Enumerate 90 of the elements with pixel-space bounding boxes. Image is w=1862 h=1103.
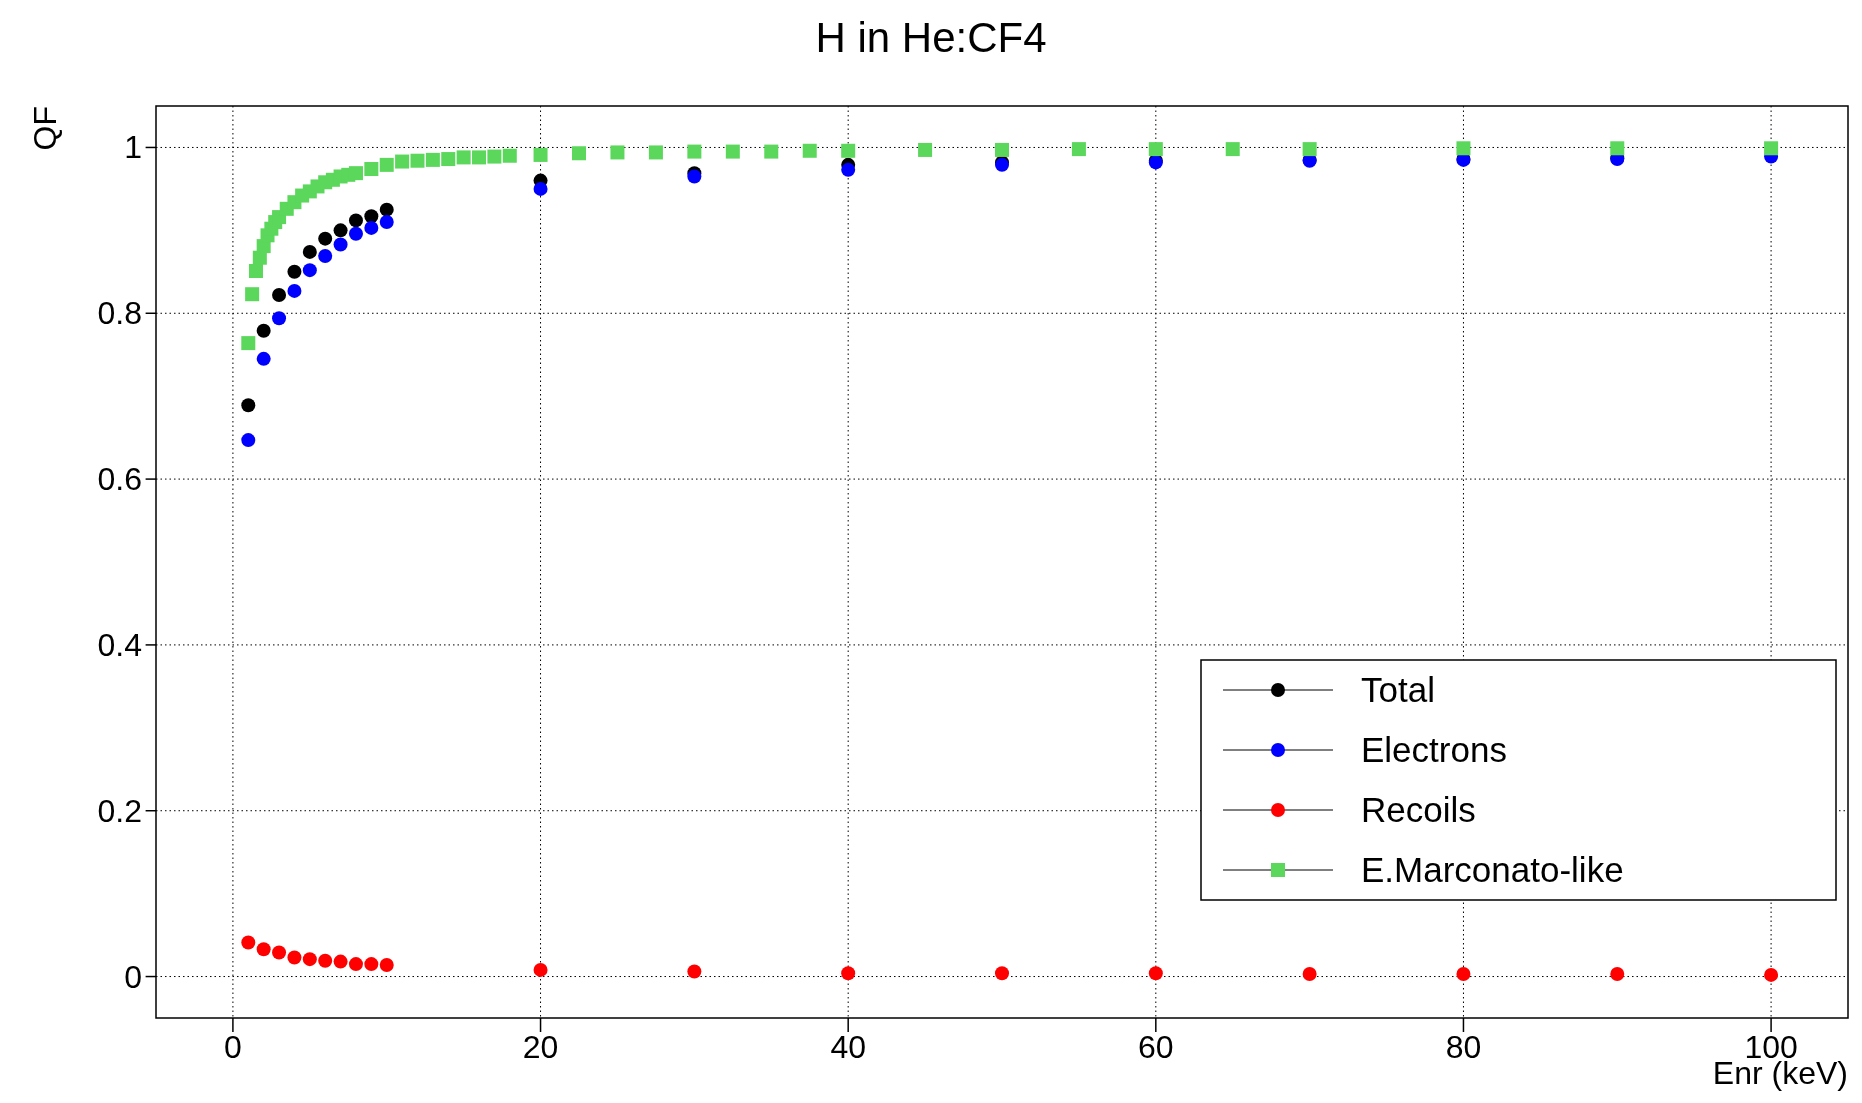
point xyxy=(502,148,517,163)
x-tick-label: 20 xyxy=(522,1029,559,1065)
point xyxy=(241,433,256,448)
point xyxy=(364,209,379,224)
x-tick-label: 0 xyxy=(224,1029,242,1065)
point xyxy=(364,957,379,972)
point xyxy=(379,215,394,230)
chart-title: H in He:CF4 xyxy=(815,14,1047,61)
point xyxy=(318,953,333,968)
point xyxy=(725,144,740,159)
point xyxy=(687,144,702,159)
point xyxy=(302,244,317,259)
point xyxy=(1302,142,1317,157)
point xyxy=(1071,142,1086,157)
x-tick-label: 40 xyxy=(830,1029,866,1065)
point xyxy=(1302,967,1317,982)
point xyxy=(441,152,456,167)
point xyxy=(364,162,379,177)
y-axis-title: QF xyxy=(27,106,63,151)
point xyxy=(379,957,394,972)
point xyxy=(287,264,302,279)
point xyxy=(318,249,333,264)
legend-label: Total xyxy=(1361,670,1435,709)
point xyxy=(272,288,287,303)
point xyxy=(687,964,702,979)
point xyxy=(348,957,363,972)
point xyxy=(364,220,379,235)
point xyxy=(648,145,663,160)
y-tick-label: 0.4 xyxy=(97,626,142,663)
point xyxy=(610,145,625,160)
point xyxy=(1764,967,1779,982)
point xyxy=(1456,141,1471,156)
point xyxy=(1225,142,1240,157)
x-tick-label: 60 xyxy=(1138,1029,1174,1065)
y-tick-label: 1 xyxy=(124,129,142,166)
y-tick-label: 0.8 xyxy=(97,295,142,332)
point xyxy=(764,144,779,159)
point xyxy=(995,966,1009,981)
point xyxy=(318,231,333,246)
point xyxy=(1148,142,1163,157)
point xyxy=(533,962,548,977)
point xyxy=(425,152,440,167)
point xyxy=(410,153,425,168)
point xyxy=(1456,967,1471,982)
point xyxy=(841,162,856,177)
point xyxy=(287,950,302,965)
point xyxy=(302,263,317,278)
point xyxy=(272,311,287,326)
point xyxy=(333,954,348,969)
point xyxy=(272,945,287,960)
point xyxy=(333,237,348,252)
point xyxy=(456,150,471,165)
point xyxy=(348,213,363,228)
point xyxy=(841,966,856,981)
point xyxy=(995,142,1009,157)
point xyxy=(379,157,394,172)
point xyxy=(572,146,586,161)
point xyxy=(472,150,487,165)
point xyxy=(241,935,256,950)
point xyxy=(379,202,394,217)
point xyxy=(918,142,933,157)
point xyxy=(241,336,256,351)
point xyxy=(256,351,271,366)
point xyxy=(256,942,271,957)
point xyxy=(841,143,856,158)
point xyxy=(533,181,548,196)
legend-label: Recoils xyxy=(1361,790,1476,829)
point xyxy=(533,147,548,162)
x-tick-label: 80 xyxy=(1445,1029,1482,1065)
point xyxy=(256,323,271,338)
point xyxy=(1764,141,1779,156)
point xyxy=(1610,967,1625,982)
point xyxy=(348,226,363,241)
point xyxy=(245,287,260,302)
point xyxy=(348,166,363,181)
point xyxy=(333,223,348,238)
y-tick-label: 0 xyxy=(124,958,142,995)
point xyxy=(302,952,317,967)
y-tick-label: 0.6 xyxy=(97,461,142,498)
legend-label: Electrons xyxy=(1361,730,1507,769)
point xyxy=(1148,966,1163,981)
point xyxy=(248,263,263,278)
y-tick-label: 0.2 xyxy=(97,792,142,829)
point xyxy=(395,154,410,169)
point xyxy=(487,149,502,164)
legend-label: E.Marconato-like xyxy=(1361,850,1624,889)
point xyxy=(241,398,256,413)
point xyxy=(1610,141,1625,156)
point xyxy=(802,143,817,158)
point xyxy=(287,283,302,298)
